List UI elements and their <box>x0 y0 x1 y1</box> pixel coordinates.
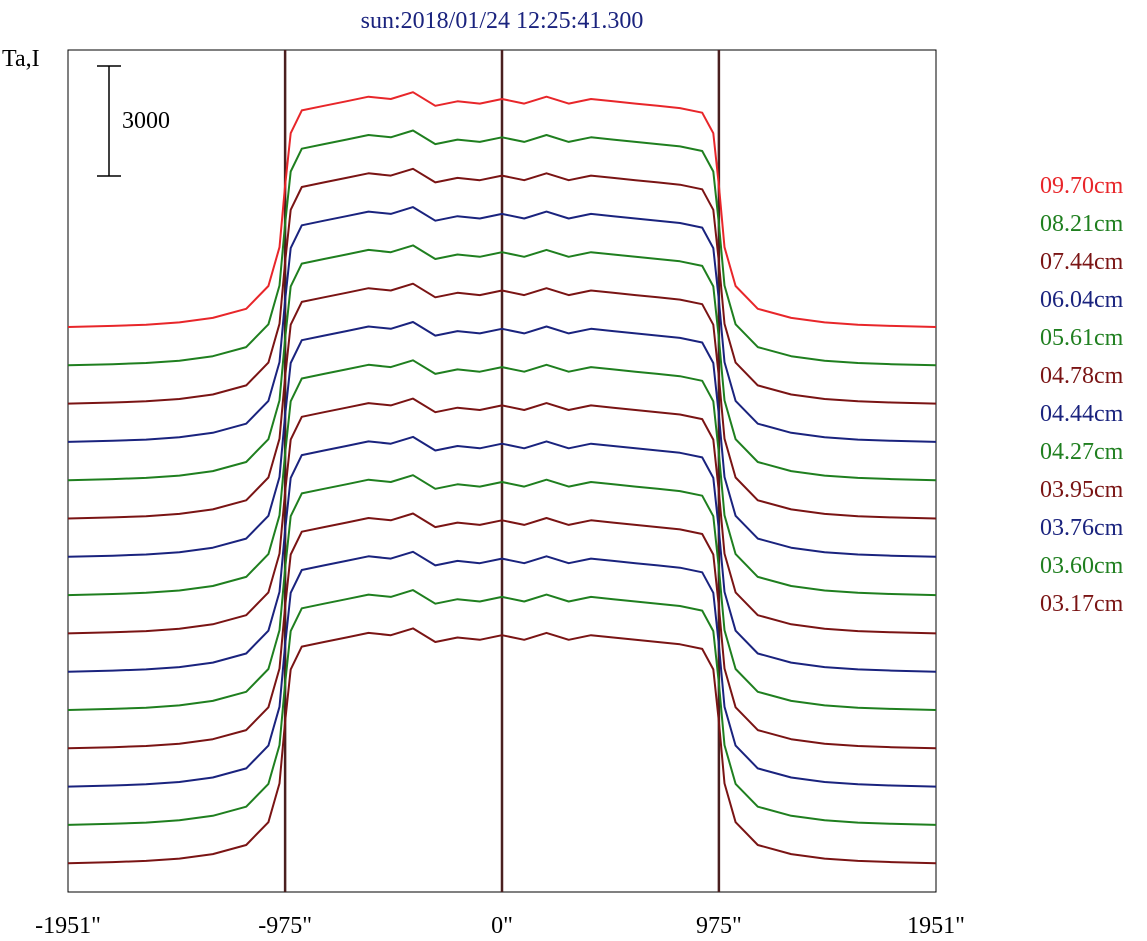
scale-bar: 3000 <box>97 65 170 177</box>
legend-item-11: 03.17cm <box>1040 591 1124 617</box>
series-line-6 <box>67 321 937 558</box>
legend-item-9: 03.76cm <box>1040 515 1124 541</box>
series-line-9 <box>67 435 937 673</box>
legend-item-4: 05.61cm <box>1040 325 1124 351</box>
legend-item-3: 06.04cm <box>1040 287 1124 313</box>
legend-item-10: 03.60cm <box>1040 553 1124 579</box>
legend-item-6: 04.44cm <box>1040 401 1124 427</box>
legend-item-7: 04.27cm <box>1040 439 1124 465</box>
legend-item-8: 03.95cm <box>1040 477 1124 503</box>
legend-item-0: 09.70cm <box>1040 173 1124 199</box>
series-line-10 <box>67 474 937 711</box>
x-tick-label-3: 975" <box>696 913 742 939</box>
legend-item-5: 04.78cm <box>1040 363 1124 389</box>
x-tick-label-2: 0" <box>491 913 513 939</box>
series-line-8 <box>67 397 937 635</box>
x-tick-label-1: -975" <box>258 913 312 939</box>
legend-item-2: 07.44cm <box>1040 249 1124 275</box>
series-line-5 <box>67 282 937 520</box>
y-axis-label: Ta,I <box>2 46 40 72</box>
legend: 09.70cm 08.21cm 07.44cm 06.04cm 05.61cm 04.78… <box>1040 173 1124 617</box>
series-line-2 <box>67 167 937 405</box>
series-line-13 <box>67 589 937 826</box>
series-line-1 <box>67 129 937 367</box>
chart-title: sun:2018/01/24 12:25:41.300 <box>361 8 644 34</box>
legend-item-1: 08.21cm <box>1040 211 1124 237</box>
series-line-11 <box>67 512 937 750</box>
x-tick-label-0: -1951" <box>35 913 101 939</box>
x-tick-labels: -1951" -975" 0" 975" 1951" <box>35 913 965 939</box>
scale-bar-label: 3000 <box>122 108 170 134</box>
series-line-12 <box>67 550 937 788</box>
series-lines <box>67 91 937 865</box>
series-line-4 <box>67 244 937 482</box>
x-tick-label-4: 1951" <box>907 913 965 939</box>
series-line-14 <box>67 627 937 865</box>
series-line-7 <box>67 359 937 597</box>
series-line-0 <box>67 91 937 328</box>
series-line-3 <box>67 206 937 443</box>
